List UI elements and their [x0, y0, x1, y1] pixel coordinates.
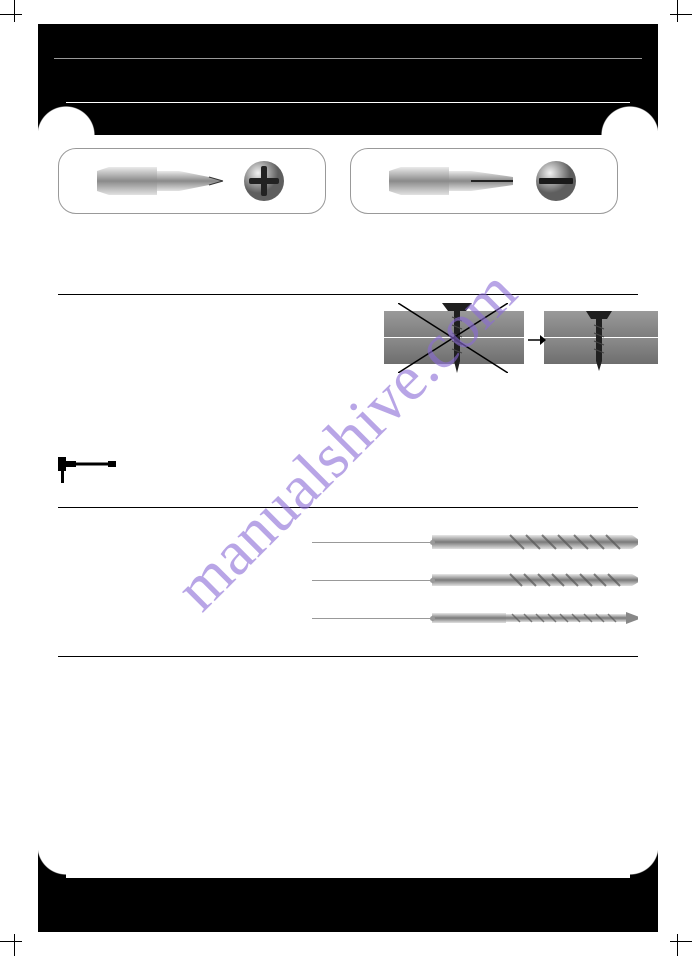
list-item: [58, 604, 638, 632]
section-divider: [58, 656, 638, 657]
bit-type-row: [38, 148, 658, 214]
crop-mark: [0, 941, 22, 942]
crop-mark: [0, 14, 22, 15]
slotted-box: [350, 148, 618, 214]
wood-drill-bit-icon: [432, 571, 638, 589]
crop-mark: [14, 0, 15, 22]
section-divider: [58, 507, 638, 508]
masonry-drill-bit-icon: [432, 611, 638, 625]
list-item: [58, 528, 638, 556]
header-rule: [54, 58, 642, 59]
correct-screw-icon: [586, 309, 612, 373]
drill-bit-list: [58, 528, 638, 632]
header-band: [38, 24, 658, 134]
crop-mark: [677, 0, 678, 22]
crop-mark: [670, 14, 692, 15]
arrow-right-icon: [528, 333, 546, 347]
footer-band: [38, 846, 658, 932]
overdrive-diagram: [58, 311, 638, 411]
drill-mode-icon: [58, 457, 638, 491]
cross-out-icon: [398, 303, 508, 373]
leader-line: [312, 580, 432, 581]
crop-mark: [677, 934, 678, 956]
phillips-screw-head-icon: [241, 158, 287, 204]
leader-line: [312, 542, 432, 543]
list-item: [58, 566, 638, 594]
phillips-box: [58, 148, 326, 214]
phillips-bit-icon: [97, 163, 227, 199]
metal-drill-bit-icon: [432, 531, 638, 553]
page: [38, 24, 658, 932]
leader-line: [312, 618, 432, 619]
crop-mark: [670, 941, 692, 942]
crop-mark: [14, 934, 15, 956]
slotted-screw-head-icon: [533, 158, 579, 204]
slotted-bit-icon: [389, 163, 519, 199]
section-divider: [58, 294, 638, 295]
